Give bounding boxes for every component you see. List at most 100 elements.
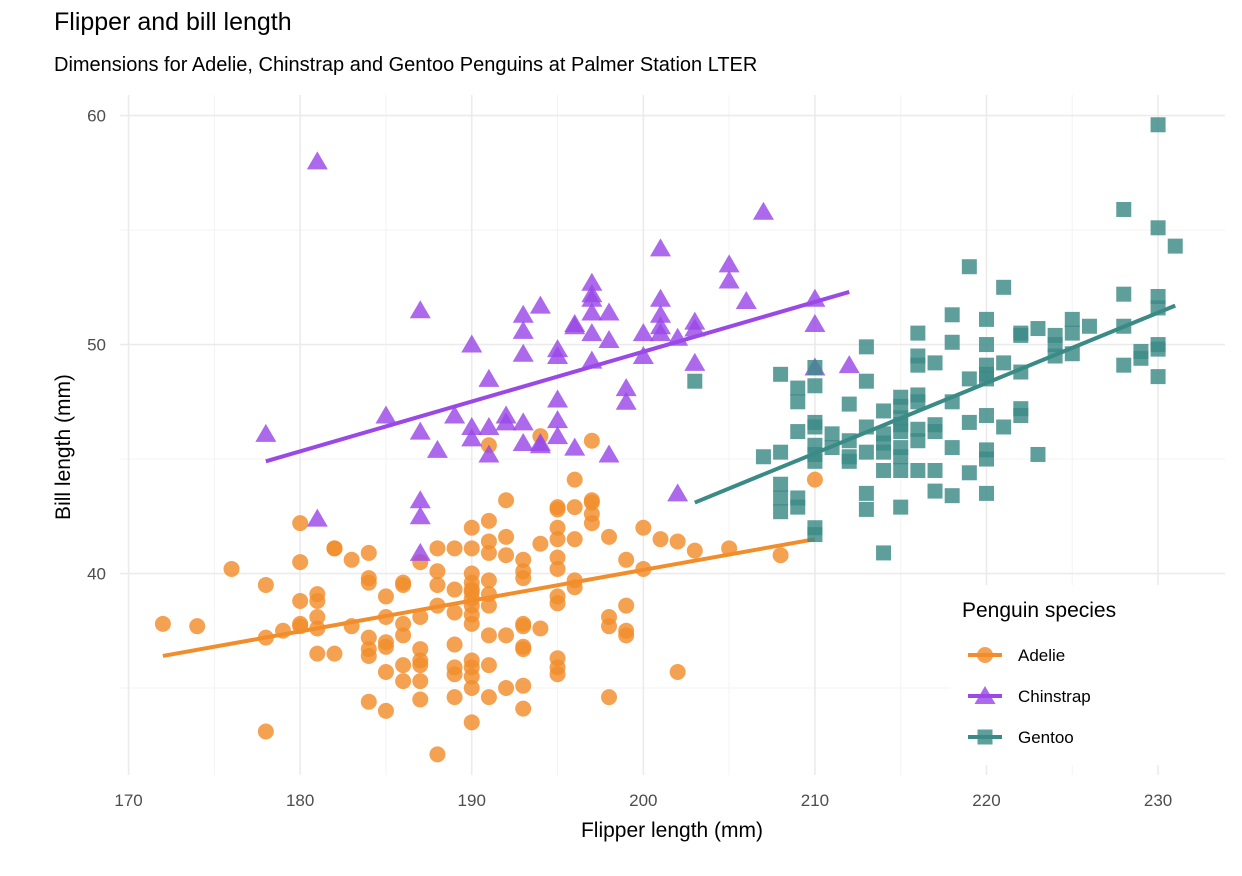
gentoo-point bbox=[961, 371, 977, 387]
chinstrap-point bbox=[512, 433, 534, 452]
gentoo-point bbox=[876, 403, 892, 419]
chinstrap-point bbox=[649, 288, 671, 307]
adelie-point bbox=[618, 597, 635, 614]
x-axis-ticks: 170 180 190 200 210 220 230 bbox=[114, 791, 1172, 810]
chinstrap-legend-marker bbox=[974, 686, 996, 704]
gentoo-point bbox=[893, 398, 909, 414]
gentoo-trend-line bbox=[694, 303, 1176, 505]
chinstrap-point bbox=[581, 302, 603, 321]
adelie-point bbox=[257, 629, 274, 646]
adelie-point bbox=[412, 657, 429, 674]
chinstrap-point bbox=[478, 444, 500, 463]
chinstrap-point bbox=[581, 272, 603, 291]
chinstrap-point bbox=[838, 355, 860, 374]
adelie-point bbox=[515, 677, 532, 694]
adelie-point bbox=[343, 618, 360, 635]
adelie-point bbox=[257, 576, 274, 593]
gentoo-point bbox=[1064, 311, 1080, 327]
adelie-point bbox=[429, 540, 446, 557]
chinstrap-point bbox=[478, 368, 500, 387]
adelie-point bbox=[463, 540, 480, 557]
gentoo-point bbox=[893, 499, 909, 515]
adelie-point bbox=[377, 609, 394, 626]
chinstrap-point bbox=[564, 316, 586, 335]
gentoo-point bbox=[807, 527, 823, 543]
chinstrap-point bbox=[529, 295, 551, 314]
gentoo-point bbox=[927, 483, 943, 499]
data-points bbox=[154, 117, 1183, 763]
gentoo-point bbox=[790, 394, 806, 410]
chinstrap-point bbox=[478, 416, 500, 435]
adelie-point bbox=[360, 574, 377, 591]
chinstrap-point bbox=[409, 490, 431, 509]
adelie-point bbox=[772, 547, 789, 564]
adelie-point bbox=[480, 512, 497, 529]
adelie-point bbox=[601, 689, 618, 706]
gentoo-point bbox=[927, 462, 943, 478]
gentoo-point bbox=[1116, 201, 1132, 217]
gentoo-point bbox=[996, 419, 1012, 435]
y-tick-label: 60 bbox=[87, 107, 106, 126]
adelie-point bbox=[377, 663, 394, 680]
adelie-point bbox=[549, 549, 566, 566]
gentoo-point bbox=[893, 424, 909, 440]
adelie-point bbox=[549, 519, 566, 536]
gentoo-point bbox=[1150, 300, 1166, 316]
gentoo-point bbox=[1064, 346, 1080, 362]
adelie-point bbox=[395, 673, 412, 690]
gentoo-point bbox=[961, 259, 977, 275]
adelie-point bbox=[446, 636, 463, 653]
adelie-point bbox=[395, 627, 412, 644]
adelie-point bbox=[515, 570, 532, 587]
gentoo-point bbox=[687, 373, 703, 389]
gentoo-point bbox=[1167, 238, 1183, 254]
chinstrap-point bbox=[495, 412, 517, 431]
gentoo-point bbox=[961, 465, 977, 481]
adelie-point bbox=[618, 551, 635, 568]
chinstrap-point bbox=[461, 416, 483, 435]
adelie-point bbox=[669, 663, 686, 680]
adelie-point bbox=[309, 592, 326, 609]
adelie-point bbox=[618, 627, 635, 644]
x-axis-title: Flipper length (mm) bbox=[581, 819, 763, 842]
chinstrap-point bbox=[598, 329, 620, 348]
adelie-legend-label: Adelie bbox=[1018, 646, 1065, 665]
adelie-point bbox=[549, 501, 566, 518]
adelie-point bbox=[480, 689, 497, 706]
gentoo-point bbox=[1150, 117, 1166, 133]
adelie-point bbox=[532, 535, 549, 552]
gentoo-point bbox=[944, 307, 960, 323]
adelie-point bbox=[429, 746, 446, 763]
chart-title: Flipper and bill length bbox=[54, 8, 292, 36]
adelie-point bbox=[635, 560, 652, 577]
adelie-point bbox=[566, 579, 583, 596]
adelie-point bbox=[652, 531, 669, 548]
gentoo-point bbox=[996, 355, 1012, 371]
gentoo-point bbox=[841, 453, 857, 469]
adelie-point bbox=[549, 595, 566, 612]
gentoo-point bbox=[807, 419, 823, 435]
adelie-point bbox=[446, 666, 463, 683]
gentoo-point bbox=[927, 424, 943, 440]
gentoo-point bbox=[978, 371, 994, 387]
adelie-point bbox=[257, 723, 274, 740]
gentoo-point bbox=[944, 394, 960, 410]
adelie-point bbox=[395, 576, 412, 593]
gentoo-point bbox=[824, 440, 840, 456]
gentoo-point bbox=[978, 337, 994, 353]
gentoo-point bbox=[1081, 318, 1097, 334]
gentoo-point bbox=[1116, 286, 1132, 302]
adelie-point bbox=[601, 618, 618, 635]
adelie-point bbox=[806, 471, 823, 488]
adelie-point bbox=[292, 515, 309, 532]
gentoo-point bbox=[858, 444, 874, 460]
gentoo-point bbox=[824, 426, 840, 442]
adelie-point bbox=[515, 551, 532, 568]
adelie-point bbox=[498, 528, 515, 545]
chinstrap-point bbox=[649, 238, 671, 257]
gentoo-point bbox=[773, 490, 789, 506]
gentoo-point bbox=[1030, 446, 1046, 462]
adelie-point bbox=[566, 531, 583, 548]
gentoo-legend-marker bbox=[977, 729, 993, 745]
adelie-point bbox=[515, 700, 532, 717]
